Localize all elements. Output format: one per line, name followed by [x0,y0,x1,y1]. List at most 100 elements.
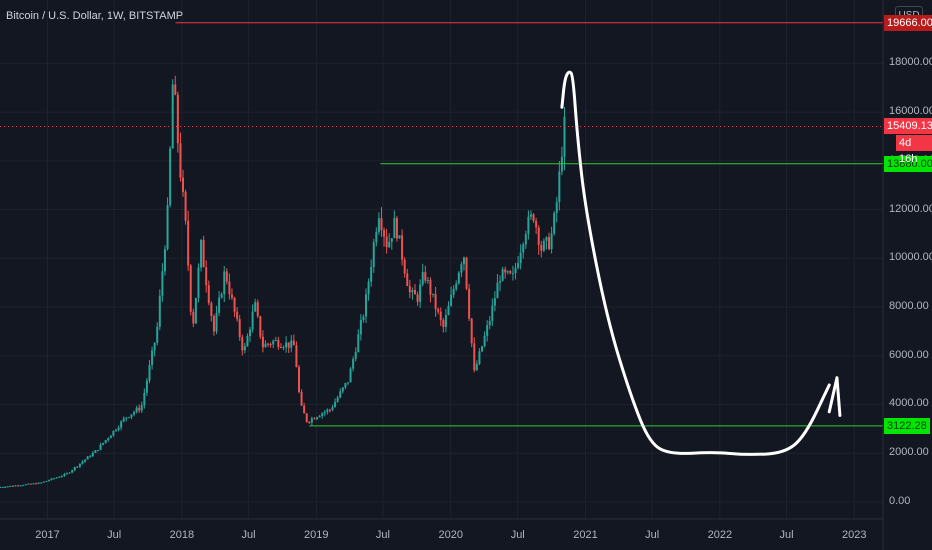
candle-body [452,288,455,295]
candle-body [261,336,264,348]
candle-body [122,418,125,422]
candle-body [81,461,84,464]
candle-body [282,347,285,349]
candle-body [285,342,288,348]
candle-body [481,346,484,352]
candle-body [35,483,38,485]
candle-body [135,407,138,412]
chart-title: Bitcoin / U.S. Dollar, 1W, BITSTAMP [6,10,184,22]
candle-body [331,407,334,410]
candle-body [148,365,151,381]
candle-body [310,418,313,423]
candle-body [225,271,228,282]
candle-body [1,487,4,489]
candle-body [125,417,128,419]
candle-body [138,407,141,411]
x-tick-label: 2019 [304,529,329,541]
candle-body [429,280,432,295]
candle-body [243,346,246,351]
candle-body [357,334,360,353]
y-tick-label: 4000.00 [889,397,929,410]
candle-body [365,294,368,317]
candle-body [522,244,525,253]
candle-body [233,297,236,312]
candle-body [491,305,494,321]
candle-body [426,280,429,282]
candle-body [470,318,473,344]
candle-body [218,297,221,313]
candle-body [210,303,213,317]
candle-body [553,212,556,234]
candle-body [114,430,117,432]
candle-body [86,456,89,460]
candle-body [287,342,290,348]
candle-body [130,414,133,418]
candle-body [107,438,110,441]
candle-body [542,240,545,251]
x-tick-label: 2018 [169,529,195,541]
candle-body [398,235,401,239]
candle-body [120,421,123,428]
candle-body [499,280,502,283]
candle-body [238,319,241,338]
x-tick-label: 2020 [438,529,463,541]
candle-body [78,463,81,467]
candle-body [267,343,270,345]
candle-body [236,311,239,320]
candle-body [104,440,107,443]
candle-body [153,342,156,351]
candle-body [354,352,357,360]
candle-body [558,171,561,203]
candle-body [465,257,468,289]
candle-body [326,409,329,412]
candle-body [478,351,481,364]
x-tick-label: 2021 [573,529,598,541]
x-tick-label: Jul [107,529,122,541]
candle-body [73,467,76,471]
candle-body [545,237,548,241]
current-price-tag: 15409.13 [884,118,932,135]
candle-body [187,220,190,266]
candle-body [197,267,200,298]
candle-body [96,450,99,452]
candles [0,75,566,489]
candle-body [555,202,558,213]
candle-body [194,297,197,324]
candle-body [256,302,259,317]
candle-body [468,288,471,319]
candle-body [174,84,177,95]
candle-body [14,485,17,487]
candle-body [6,486,9,488]
x-tick-label: Jul [510,529,525,541]
candle-body [473,343,476,371]
candle-body [334,401,337,408]
candle-body [290,340,293,348]
candle-body [316,417,319,420]
price-tag: 3122.28 [884,417,930,434]
candle-body [230,294,233,298]
candle-body [444,315,447,327]
candle-body [0,487,1,489]
candle-body [192,311,195,324]
candle-body [519,252,522,264]
candle-body [292,340,295,346]
forecast-curve [560,70,831,456]
candle-body [207,285,210,304]
candle-body [339,391,342,398]
candle-body [370,266,373,282]
candle-body [163,249,166,272]
candle-body [439,311,442,321]
candle-body [40,482,43,484]
candle-body [117,427,120,431]
candle-body [50,478,53,481]
candle-body [246,335,249,347]
candle-body [395,217,398,239]
candle-body [169,148,172,206]
candle-body [537,227,540,246]
candle-body [527,216,530,235]
candle-body [27,483,30,485]
candle-body [457,272,460,284]
y-tick-label: 2000.00 [889,446,929,459]
y-tick-label: 10000.00 [889,251,932,264]
